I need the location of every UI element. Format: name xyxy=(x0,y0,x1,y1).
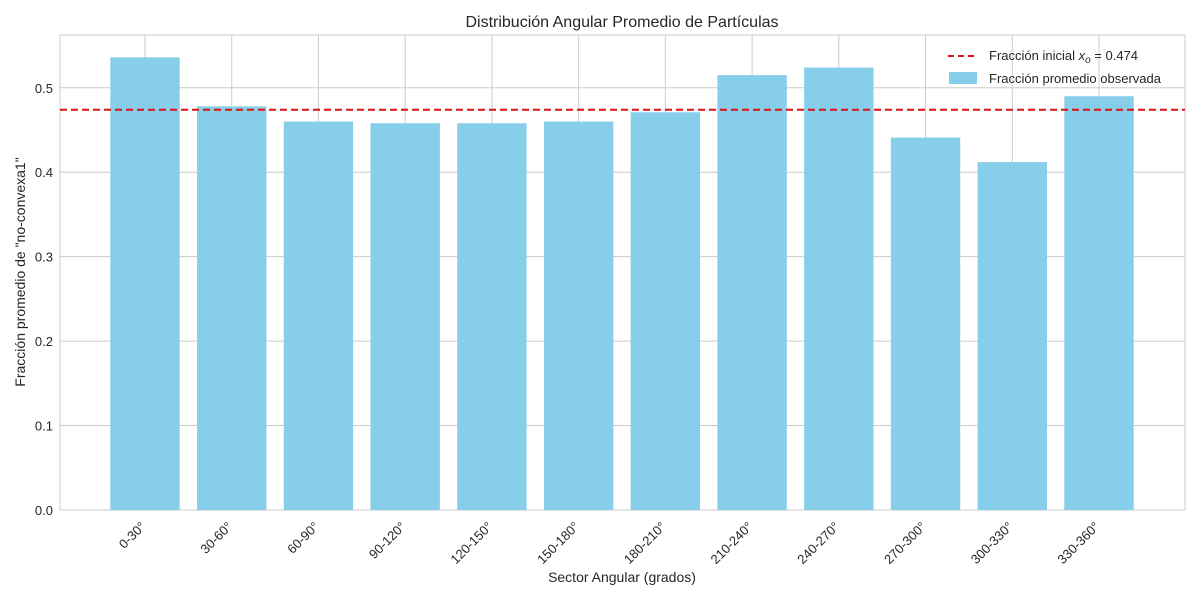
bars xyxy=(110,57,1134,511)
bar xyxy=(543,121,614,511)
bar xyxy=(370,123,440,510)
bar xyxy=(283,121,354,511)
bar xyxy=(457,123,527,510)
legend-reference-line-label: Fracción inicial xo = 0.474 xyxy=(989,48,1138,66)
bar xyxy=(717,75,787,510)
bar xyxy=(1064,96,1134,510)
y-tick-label: 0.3 xyxy=(35,250,53,265)
y-axis-label: Fracción promedio de "no-convexa1" xyxy=(12,157,28,386)
bar xyxy=(890,137,961,510)
y-tick-label: 0.1 xyxy=(35,419,53,434)
legend-bar-swatch xyxy=(949,72,977,84)
bar xyxy=(804,67,874,510)
y-tick-labels: 0.0 0.1 0.2 0.3 0.4 0.5 xyxy=(35,81,53,518)
y-tick-label: 0.5 xyxy=(35,81,53,96)
bar xyxy=(630,112,701,511)
bar xyxy=(110,57,180,510)
y-tick-label: 0.4 xyxy=(35,165,53,180)
chart-title: Distribución Angular Promedio de Partícu… xyxy=(465,14,778,31)
y-tick-label: 0.0 xyxy=(35,503,53,518)
x-axis-label: Sector Angular (grados) xyxy=(548,569,696,585)
legend-bar-label: Fracción promedio observada xyxy=(989,71,1162,86)
bar xyxy=(977,162,1047,511)
legend: Fracción inicial xo = 0.474 Fracción pro… xyxy=(948,48,1162,86)
bar xyxy=(197,106,267,510)
y-tick-label: 0.2 xyxy=(35,334,53,349)
